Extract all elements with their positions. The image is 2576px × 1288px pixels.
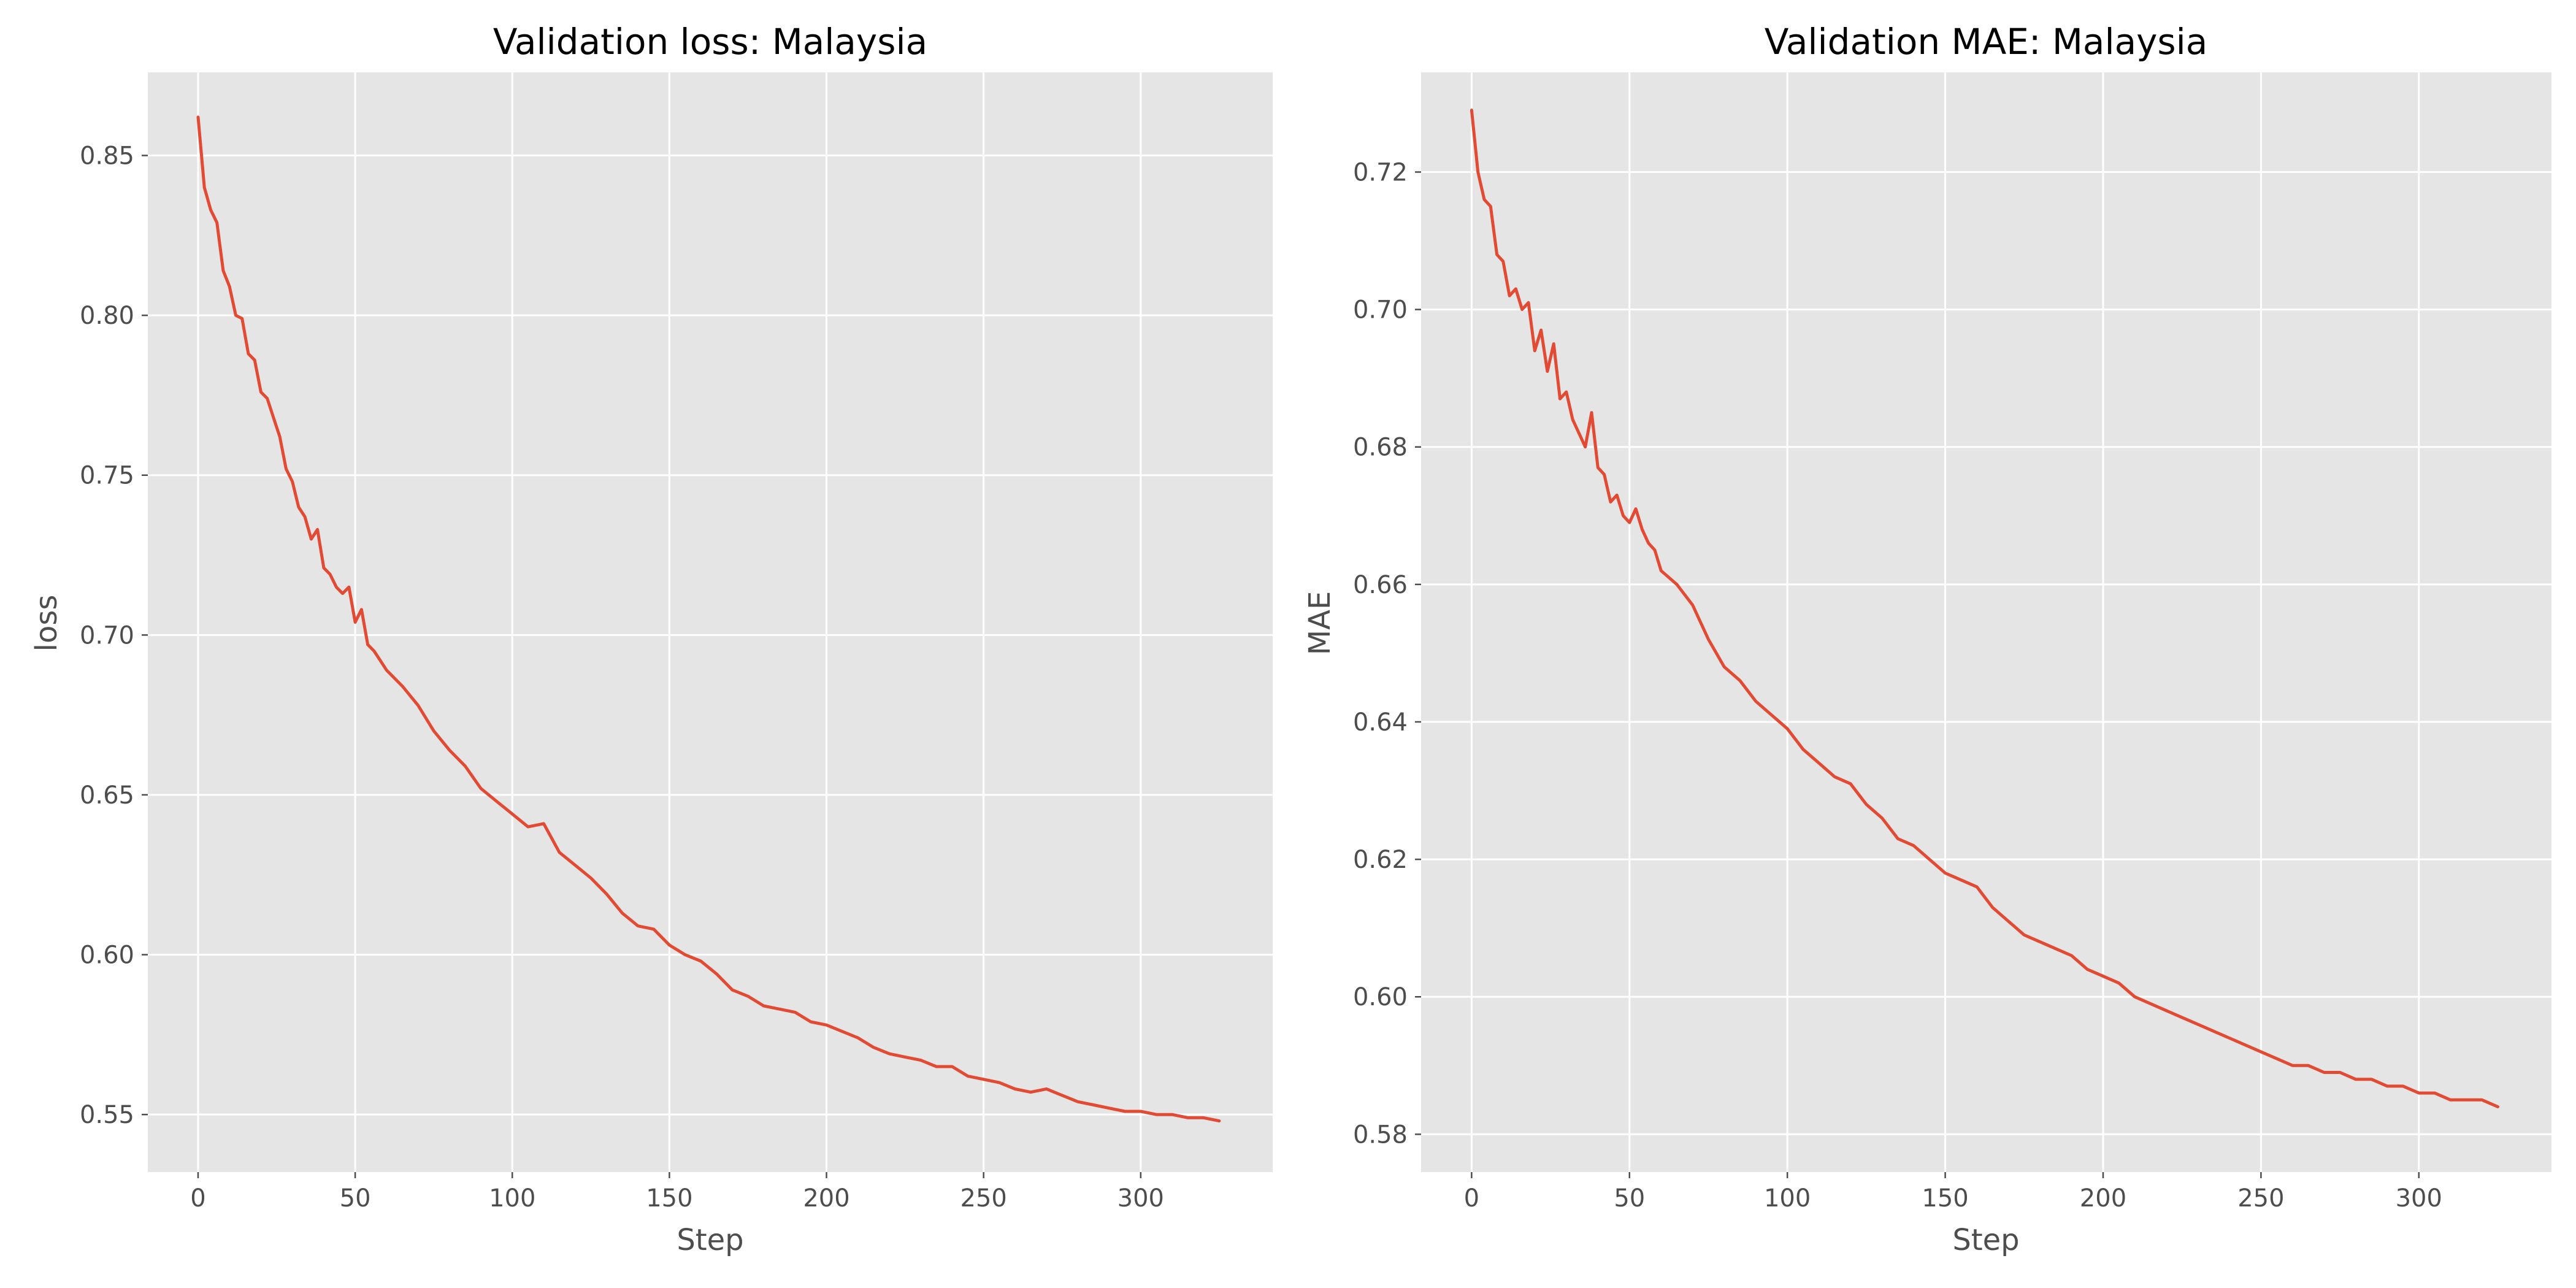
loss-x-tick-label: 150 <box>646 1184 692 1213</box>
loss-x-tick-label: 250 <box>960 1184 1007 1213</box>
mae-y-tick-label: 0.62 <box>1353 846 1408 874</box>
loss-y-tick-label: 0.70 <box>80 621 134 650</box>
mae-y-axis-label: MAE <box>1303 591 1337 656</box>
loss-y-tick-label: 0.75 <box>80 462 134 490</box>
mae-x-tick-label: 300 <box>2396 1184 2442 1213</box>
loss-grid <box>148 72 1273 1172</box>
mae-x-tick-label: 100 <box>1764 1184 1811 1213</box>
mae-chart-panel: 0 50 100 150 200 250 300 0.58 0.60 0.62 0.64 0.66 0.… <box>1303 21 2551 1257</box>
loss-series-layer <box>196 115 1221 1123</box>
mae-x-tick-label: 0 <box>1464 1184 1479 1213</box>
mae-grid <box>1421 72 2551 1172</box>
loss-chart-title: Validation loss: Malaysia <box>493 21 927 63</box>
mae-y-tick-label: 0.70 <box>1353 296 1408 324</box>
loss-y-tick-label: 0.80 <box>80 302 134 330</box>
loss-x-tick-label: 300 <box>1117 1184 1164 1213</box>
loss-x-tick-label: 100 <box>489 1184 535 1213</box>
mae-series-layer <box>1470 109 2499 1108</box>
loss-x-tick-label: 200 <box>803 1184 849 1213</box>
loss-y-tick-label: 0.85 <box>80 142 134 171</box>
loss-y-axis-label: loss <box>29 595 64 652</box>
mae-x-tick-label: 50 <box>1614 1184 1645 1213</box>
mae-x-axis-label: Step <box>1952 1223 2019 1257</box>
loss-x-tick-label: 50 <box>340 1184 371 1213</box>
mae-y-tick-label: 0.58 <box>1353 1121 1408 1149</box>
mae-chart-title: Validation MAE: Malaysia <box>1765 21 2208 63</box>
mae-y-tick-label: 0.64 <box>1353 708 1408 737</box>
loss-plot-area <box>148 72 1273 1172</box>
mae-series-line <box>1470 109 2499 1108</box>
loss-y-tick-label: 0.55 <box>80 1101 134 1129</box>
loss-ticks: 0 50 100 150 200 250 300 0.55 0.60 0.65 0.70 0.75 0.… <box>80 142 1164 1213</box>
mae-y-tick-label: 0.60 <box>1353 983 1408 1011</box>
loss-chart-panel: 0 50 100 150 200 250 300 0.55 0.60 0.65 0.70 0.75 0.… <box>29 21 1273 1257</box>
loss-series-line <box>196 115 1221 1123</box>
loss-x-axis-label: Step <box>677 1223 743 1257</box>
mae-x-tick-label: 250 <box>2237 1184 2284 1213</box>
mae-x-tick-label: 150 <box>1922 1184 1968 1213</box>
mae-plot-area <box>1421 72 2551 1172</box>
mae-y-tick-label: 0.66 <box>1353 571 1408 599</box>
mae-x-tick-label: 200 <box>2080 1184 2126 1213</box>
loss-y-tick-label: 0.65 <box>80 781 134 810</box>
mae-y-tick-label: 0.68 <box>1353 434 1408 462</box>
mae-y-tick-label: 0.72 <box>1353 158 1408 186</box>
mae-ticks: 0 50 100 150 200 250 300 0.58 0.60 0.62 0.64 0.66 0.… <box>1353 158 2442 1213</box>
loss-x-tick-label: 0 <box>190 1184 205 1213</box>
loss-y-tick-label: 0.60 <box>80 941 134 970</box>
